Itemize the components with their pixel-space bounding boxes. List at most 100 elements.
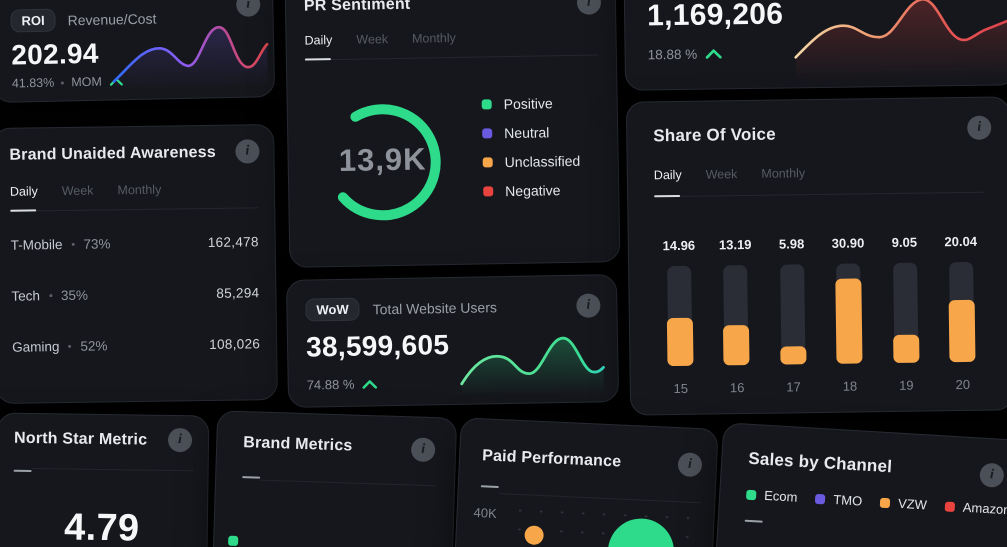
bar-track <box>835 263 863 364</box>
brand-name: Gaming <box>12 339 60 355</box>
legend-label: Unclassified <box>504 152 581 171</box>
legend-label: Negative <box>505 182 561 200</box>
bar-fill <box>723 324 750 366</box>
legend-swatch-icon <box>481 99 492 110</box>
bar-value-label: 20.04 <box>944 233 978 250</box>
bar-track <box>892 262 920 363</box>
card-website-users: WoW Total Website Users 38,599,605 74.88… <box>285 274 620 408</box>
bar-x-label: 17 <box>786 379 801 395</box>
legend-item-negative: Negative <box>483 182 581 200</box>
metric-delta-row: 18.88 % <box>648 46 723 62</box>
card-title: Brand Metrics <box>243 434 353 455</box>
tab-daily[interactable]: Daily <box>304 33 333 48</box>
legend-item-vzw: VZW <box>879 495 927 512</box>
legend-label: Amazon <box>962 499 1007 518</box>
legend-swatch-icon <box>815 493 826 504</box>
north-star-value: 4.79 <box>63 506 140 547</box>
tab-divider <box>10 207 259 212</box>
bar-value-label: 9.05 <box>891 234 918 250</box>
info-icon[interactable] <box>410 437 436 463</box>
wow-header: WoW Total Website Users <box>305 293 598 322</box>
info-icon[interactable] <box>576 0 602 15</box>
tab-monthly[interactable]: Monthly <box>761 166 806 181</box>
bar-x-label: 19 <box>899 377 914 393</box>
tab-week[interactable]: Week <box>705 167 738 182</box>
section-dash <box>242 476 261 479</box>
card-paid-performance: Paid Performance 40K <box>451 417 719 547</box>
bar-track <box>948 261 976 363</box>
bar-fill <box>892 334 920 363</box>
tab-week[interactable]: Week <box>356 32 389 47</box>
website-users-sparkline-chart <box>460 336 605 396</box>
brand-value: 85,294 <box>216 285 260 301</box>
dot-separator-icon <box>68 344 72 348</box>
bar-fill <box>835 278 863 364</box>
bar-x-label: 20 <box>955 376 971 393</box>
brand-value: 162,478 <box>207 234 259 250</box>
bar-fill <box>948 299 976 363</box>
bar-value-label: 30.90 <box>831 235 865 251</box>
legend-label: TMO <box>832 491 863 509</box>
sentiment-legend: Positive Neutral Unclassified Negative <box>481 95 581 213</box>
roi-badge: ROI <box>10 8 56 33</box>
bar-x-label: 16 <box>729 380 745 396</box>
brand-pct: 35% <box>60 287 89 304</box>
brand-pct: 73% <box>83 236 111 252</box>
legend-item-unclassified: Unclassified <box>482 152 581 171</box>
bar-fill <box>666 317 694 367</box>
legend-swatch-icon <box>879 497 891 508</box>
info-icon[interactable] <box>979 462 1005 488</box>
sales-legend: Ecom TMO VZW Amazon <box>745 487 1007 517</box>
active-tab-underline <box>654 194 681 198</box>
card-roi: ROI Revenue/Cost 202.94 41.83% MOM <box>0 0 276 103</box>
awareness-row: T-Mobile 73% 162,478 <box>11 234 259 252</box>
tab-divider <box>304 54 598 61</box>
legend-swatch-icon <box>483 186 494 197</box>
legend-swatch-icon <box>745 489 757 500</box>
roi-period: MOM <box>71 74 102 90</box>
tab-monthly[interactable]: Monthly <box>411 30 456 46</box>
tabs-row: Daily Week Monthly <box>653 164 984 183</box>
sov-bar-19: 9.05 19 <box>882 235 928 394</box>
tab-daily[interactable]: Daily <box>9 184 38 199</box>
info-icon[interactable] <box>967 115 992 140</box>
donut-arc <box>324 104 441 221</box>
legend-item-neutral: Neutral <box>482 124 580 142</box>
card-brand-awareness: Brand Unaided Awareness Daily Week Monthly… <box>0 124 278 404</box>
legend-swatch-icon <box>482 128 493 139</box>
bar-value-label: 5.98 <box>778 236 805 252</box>
roi-delta: 41.83% <box>11 75 55 91</box>
donut-center-value: 13,9K <box>338 141 427 178</box>
card-brand-metrics: Brand Metrics <box>210 410 458 547</box>
sov-bar-20: 20.04 20 <box>939 234 985 393</box>
brand-pct: 52% <box>80 338 108 354</box>
legend-item-ecom: Ecom <box>745 487 798 505</box>
section-divider <box>31 468 194 472</box>
bar-track <box>779 264 807 365</box>
dot-separator-icon <box>71 242 75 246</box>
bar-fill <box>780 346 807 365</box>
awareness-row: Gaming 52% 108,026 <box>12 336 260 354</box>
tab-monthly[interactable]: Monthly <box>117 182 162 198</box>
active-tab-underline <box>304 58 331 61</box>
awareness-row: Tech 35% 85,294 <box>11 285 259 303</box>
bar-x-label: 18 <box>842 378 858 394</box>
tab-daily[interactable]: Daily <box>653 167 682 183</box>
legend-item-positive: Positive <box>481 95 580 113</box>
tabs-row: Daily Week Monthly <box>9 181 258 199</box>
trend-up-icon <box>705 49 722 59</box>
tab-week[interactable]: Week <box>61 183 94 199</box>
bar-track <box>666 265 694 367</box>
wow-badge: WoW <box>305 297 360 322</box>
top-right-sparkline-chart <box>794 0 1007 84</box>
section-dash <box>13 469 32 473</box>
info-icon[interactable] <box>677 452 703 478</box>
tabs-row: Daily Week Monthly <box>304 28 597 48</box>
card-pr-sentiment: PR Sentiment Daily Week Monthly 13,9K Posi… <box>284 0 621 268</box>
section-dash <box>744 519 763 523</box>
card-north-star: North Star Metric 4.79 <box>0 412 210 547</box>
card-title: Brand Unaided Awareness <box>9 143 217 164</box>
legend-label: Positive <box>503 95 553 113</box>
dot-separator-icon <box>48 294 52 298</box>
